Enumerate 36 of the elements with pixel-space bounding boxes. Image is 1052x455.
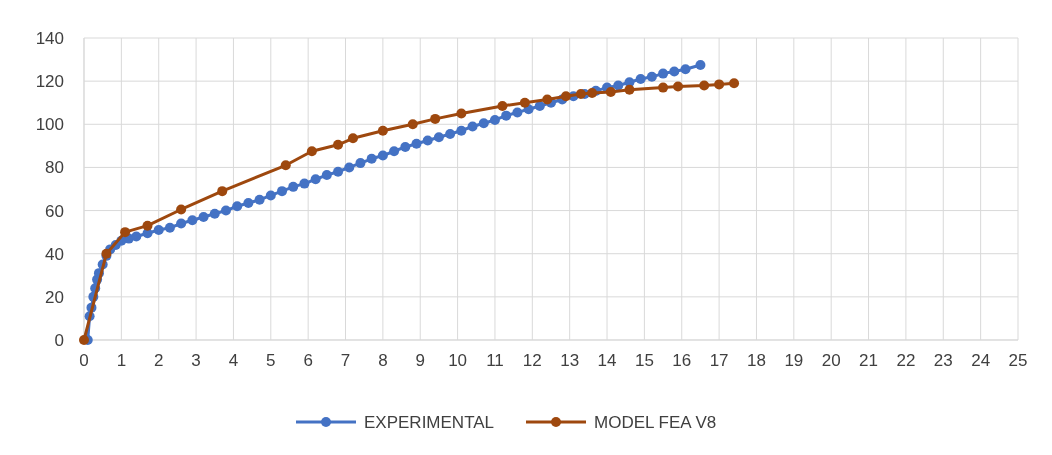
x-tick-label: 5: [266, 351, 276, 370]
x-tick-label: 3: [191, 351, 201, 370]
x-tick-label: 24: [971, 351, 991, 370]
x-tick-label: 7: [340, 351, 351, 370]
x-tick-label: 12: [522, 351, 542, 370]
x-tick-label: 6: [303, 351, 313, 370]
x-tick-label: 11: [486, 351, 504, 370]
x-tick-label: 4: [228, 351, 239, 370]
y-tick-label: 100: [35, 115, 64, 135]
x-tick-label: 1: [116, 351, 127, 370]
legend-label: EXPERIMENTAL: [364, 413, 495, 432]
legend-label: MODEL FEA V8: [594, 413, 717, 432]
x-tick-label: 8: [378, 351, 388, 370]
y-tick-label: 60: [45, 201, 64, 221]
x-tick-label: 17: [709, 351, 729, 370]
y-tick-label: 140: [35, 29, 64, 48]
x-tick-label: 2: [153, 351, 164, 370]
x-tick-label: 20: [821, 351, 841, 370]
x-tick-label: 9: [415, 351, 425, 370]
x-tick-label: 15: [634, 351, 654, 370]
x-tick-label: 14: [597, 351, 617, 370]
y-tick-label: 40: [45, 244, 64, 264]
x-tick-label: 25: [1008, 351, 1028, 370]
x-tick-label: 10: [448, 351, 468, 370]
x-tick-label: 21: [859, 351, 879, 370]
y-tick-label: 20: [45, 287, 64, 307]
x-tick-label: 13: [560, 351, 580, 370]
x-tick-label: 18: [747, 351, 766, 370]
y-tick-label: 0: [54, 331, 64, 350]
y-tick-label: 120: [35, 72, 64, 92]
y-tick-label: 80: [45, 158, 64, 178]
x-tick-label: 23: [933, 351, 953, 370]
x-tick-label: 19: [784, 351, 804, 370]
x-tick-label: 22: [896, 351, 916, 370]
x-tick-label: 16: [672, 351, 692, 370]
x-tick-label: 0: [79, 351, 89, 370]
